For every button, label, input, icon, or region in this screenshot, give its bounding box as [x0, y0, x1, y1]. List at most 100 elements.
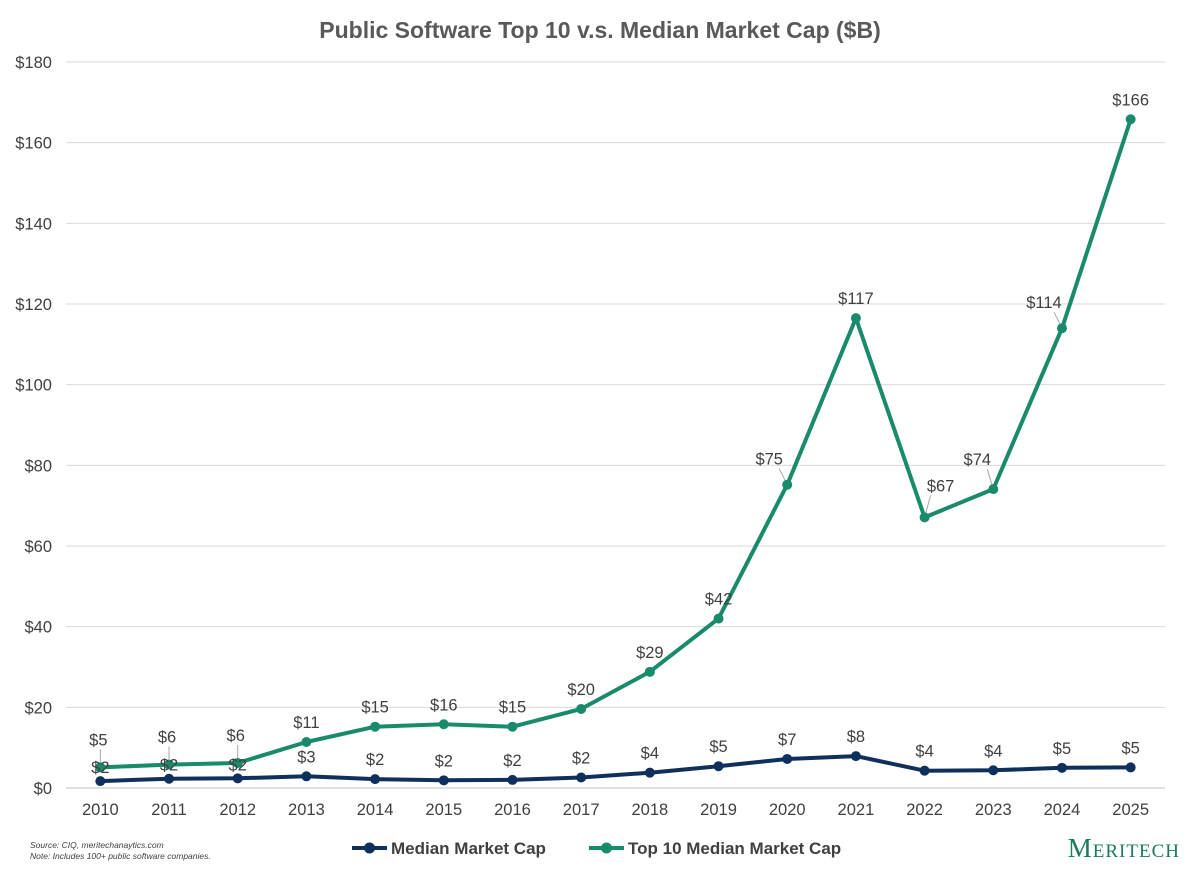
top10-point [919, 512, 930, 523]
top10-point [988, 484, 999, 495]
y-tick-label: $60 [24, 538, 52, 556]
x-tick-label: 2013 [288, 801, 325, 819]
y-tick-label: $80 [24, 457, 52, 475]
median-series-line [98, 754, 1133, 784]
top10-point [713, 613, 724, 624]
top10-data-label: $6 [227, 727, 245, 745]
median-data-label: $2 [503, 752, 521, 770]
top10-data-label: $15 [499, 699, 527, 717]
top10-data-label: $16 [430, 696, 458, 714]
top10-series-line [98, 117, 1133, 770]
median-data-label: $5 [1121, 739, 1139, 757]
y-tick-label: $40 [24, 619, 52, 637]
top10-point [644, 666, 655, 677]
median-point [782, 753, 793, 764]
companies-note: Note: Includes 100+ public software comp… [30, 851, 211, 861]
median-data-label: $4 [641, 745, 659, 763]
x-tick-label: 2022 [906, 801, 943, 819]
median-point [370, 774, 381, 785]
median-point [919, 765, 930, 776]
top10-point [850, 313, 861, 324]
x-tick-label: 2015 [425, 801, 462, 819]
median-point [713, 761, 724, 772]
x-tick-label: 2014 [357, 801, 394, 819]
top10-data-label: $15 [361, 699, 389, 717]
median-point [1056, 762, 1067, 773]
top10-point [576, 703, 587, 714]
y-tick-label: $140 [15, 215, 52, 233]
chart-title: Public Software Top 10 v.s. Median Marke… [319, 17, 881, 43]
x-tick-label: 2024 [1044, 801, 1081, 819]
y-tick-label: $0 [34, 780, 52, 798]
x-tick-label: 2025 [1112, 801, 1149, 819]
top10-data-label: $11 [293, 714, 319, 732]
median-data-label: $4 [915, 743, 933, 761]
top10-data-label: $67 [927, 477, 955, 495]
top10-data-label: $5 [89, 731, 107, 749]
y-tick-label: $120 [15, 296, 52, 314]
x-tick-label: 2018 [631, 801, 668, 819]
legend-label-top10: Top 10 Median Market Cap [628, 839, 841, 858]
x-tick-label: 2020 [769, 801, 806, 819]
top10-point [301, 737, 312, 748]
top10-data-label: $117 [838, 290, 873, 308]
x-tick-label: 2016 [494, 801, 531, 819]
x-tick-label: 2023 [975, 801, 1012, 819]
median-point [1125, 762, 1136, 773]
median-point [438, 775, 449, 786]
top10-point [164, 759, 175, 770]
median-data-label: $2 [229, 756, 247, 774]
data-labels: $2 $2 $2 $3 $2 $2 $2 $2 $4 $5 $7 $8 $4 $4 $5 $5 $5 $6 $6 $1… [89, 91, 1149, 777]
x-tick-label: 2011 [151, 801, 186, 819]
x-tick-label: 2019 [700, 801, 737, 819]
top10-point [370, 721, 381, 732]
source-note: Source: CIQ, meritechanaytics.com [30, 840, 164, 850]
x-tick-label: 2021 [838, 801, 875, 819]
legend-marker-median [364, 842, 375, 854]
median-point [850, 751, 861, 762]
legend-item-median[interactable]: Median Market Cap [352, 839, 546, 858]
median-data-label: $2 [91, 759, 109, 777]
median-data-label: $2 [435, 752, 453, 770]
y-tick-label: $180 [15, 54, 52, 72]
top10-data-label: $29 [636, 644, 664, 662]
legend-item-top10[interactable]: Top 10 Median Market Cap [589, 839, 841, 858]
grid-lines [66, 61, 1165, 789]
top10-data-label: $42 [705, 591, 733, 609]
y-axis-ticks: $0 $20 $40 $60 $80 $100 $120 $140 $160 $180 [15, 54, 52, 798]
top10-point [1125, 114, 1136, 125]
median-data-label: $3 [297, 748, 315, 766]
median-data-label: $7 [778, 731, 796, 749]
top10-point [1056, 323, 1067, 334]
median-point [164, 773, 175, 784]
median-point [576, 772, 587, 783]
y-tick-label: $20 [24, 699, 52, 717]
top10-data-label: $166 [1112, 91, 1149, 109]
legend-label-median: Median Market Cap [391, 839, 546, 858]
meritech-logo: Meritech [1068, 833, 1180, 863]
median-point [232, 773, 243, 784]
median-point [95, 776, 106, 787]
x-tick-label: 2012 [219, 801, 256, 819]
x-tick-label: 2010 [82, 801, 119, 819]
top10-point [95, 762, 106, 773]
top10-point [782, 479, 793, 490]
x-tick-label: 2017 [563, 801, 600, 819]
top10-point [438, 719, 449, 730]
median-data-label: $4 [984, 742, 1002, 760]
median-data-label: $5 [1053, 740, 1071, 758]
median-data-label: $2 [572, 750, 590, 768]
median-data-label: $8 [847, 728, 865, 746]
median-point [301, 771, 312, 782]
legend-marker-top10 [601, 842, 612, 854]
top10-point [507, 721, 518, 732]
x-axis-ticks: 2010 2011 2012 2013 2014 2015 2016 2017 2018 2019… [82, 801, 1149, 819]
top10-data-label: $114 [1026, 294, 1061, 312]
median-data-label: $2 [160, 757, 178, 775]
top10-data-label: $6 [158, 729, 176, 747]
top10-point [232, 757, 243, 768]
median-point [988, 765, 999, 776]
top10-data-label: $20 [567, 681, 595, 699]
top10-data-label: $74 [964, 451, 992, 469]
